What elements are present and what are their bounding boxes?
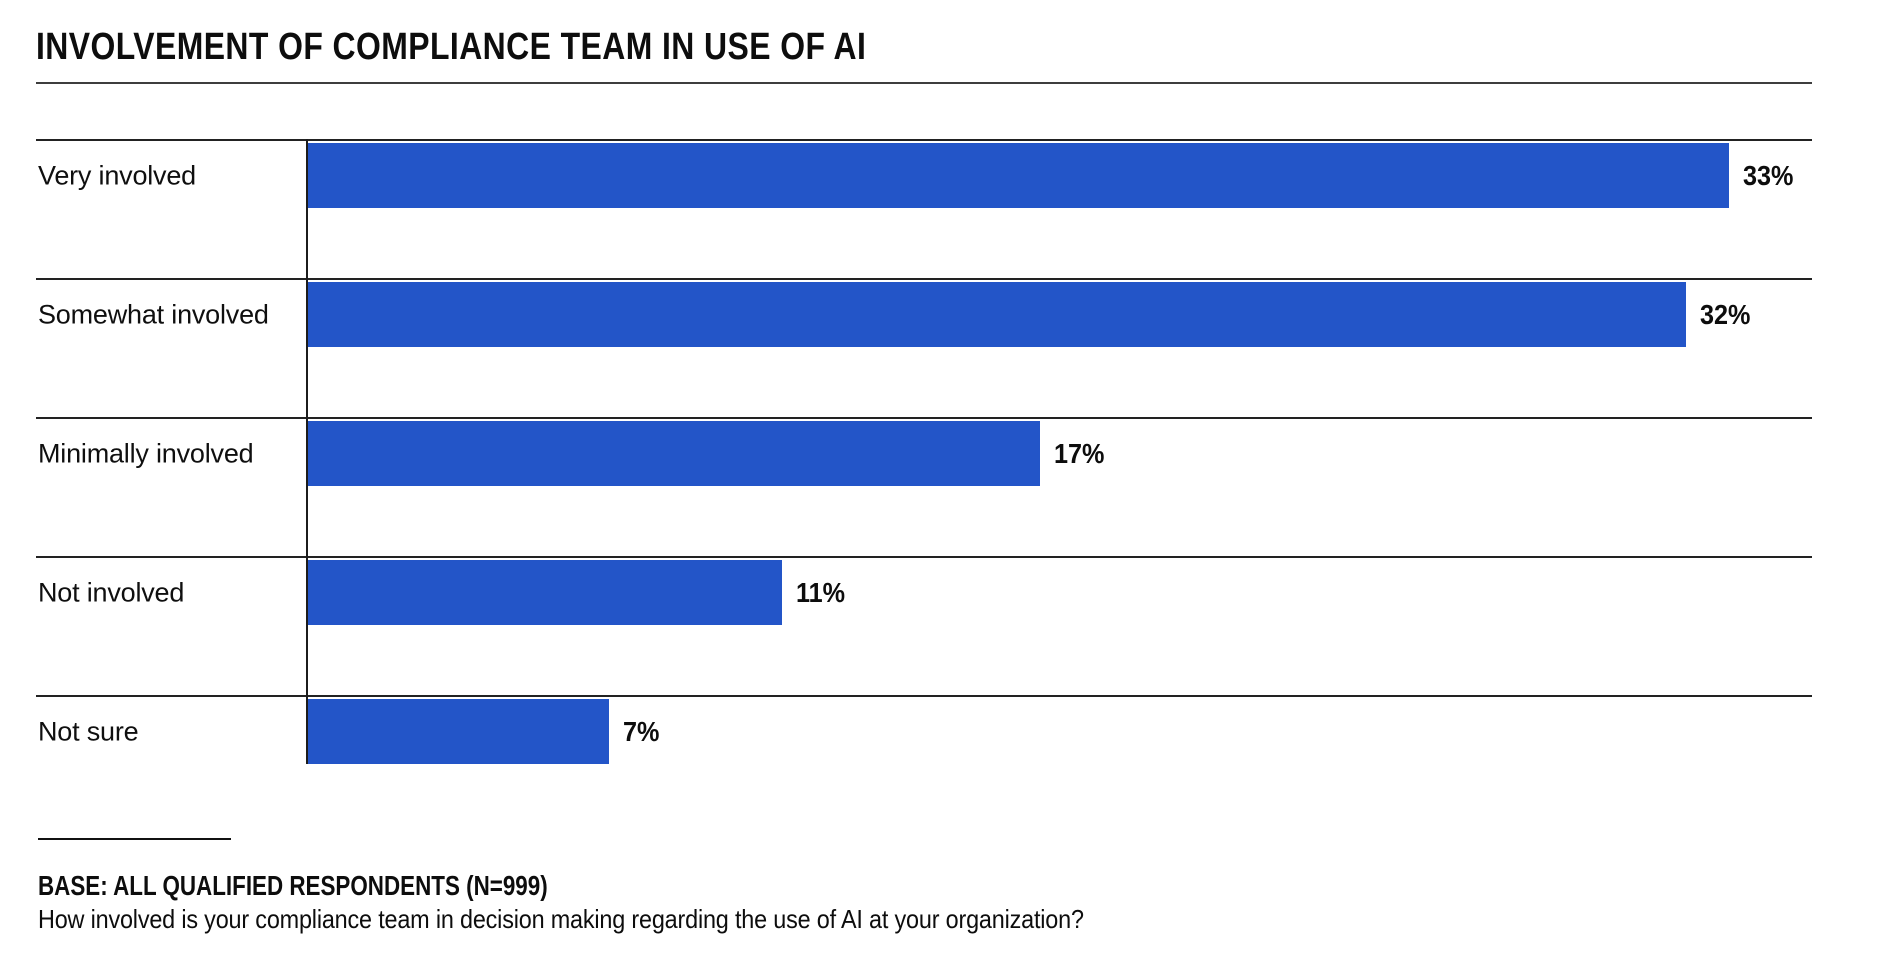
category-label: Not involved [38, 577, 185, 608]
footnote-rule [38, 838, 231, 840]
chart-row: Very involved 33% [36, 139, 1812, 278]
chart-row: Not involved 11% [36, 556, 1812, 695]
bar [308, 143, 1729, 208]
chart-title: INVOLVEMENT OF COMPLIANCE TEAM IN USE OF… [36, 26, 867, 68]
survey-question: How involved is your compliance team in … [38, 904, 1084, 934]
row-separator-line [36, 139, 1812, 141]
row-separator-line [36, 695, 1812, 697]
category-label: Not sure [38, 716, 139, 747]
chart-row: Not sure 7% [36, 695, 1812, 834]
value-label: 17% [1054, 437, 1105, 469]
y-axis-line [306, 139, 308, 764]
row-separator-line [36, 556, 1812, 558]
value-label: 11% [796, 576, 846, 608]
bar [308, 282, 1686, 347]
bar [308, 699, 609, 764]
value-label: 32% [1700, 298, 1751, 330]
title-rule [36, 82, 1812, 84]
base-note: BASE: ALL QUALIFIED RESPONDENTS (N=999) [38, 870, 548, 901]
value-label: 33% [1743, 159, 1794, 191]
chart-row: Minimally involved 17% [36, 417, 1812, 556]
category-label: Very involved [38, 160, 196, 191]
bar-chart: Very involved 33% Somewhat involved 32% … [36, 0, 1812, 800]
chart-row: Somewhat involved 32% [36, 278, 1812, 417]
category-label: Minimally involved [38, 438, 254, 469]
row-separator-line [36, 417, 1812, 419]
bar [308, 421, 1040, 486]
bar [308, 560, 782, 625]
category-label: Somewhat involved [38, 299, 269, 330]
row-separator-line [36, 278, 1812, 280]
value-label: 7% [623, 715, 660, 747]
